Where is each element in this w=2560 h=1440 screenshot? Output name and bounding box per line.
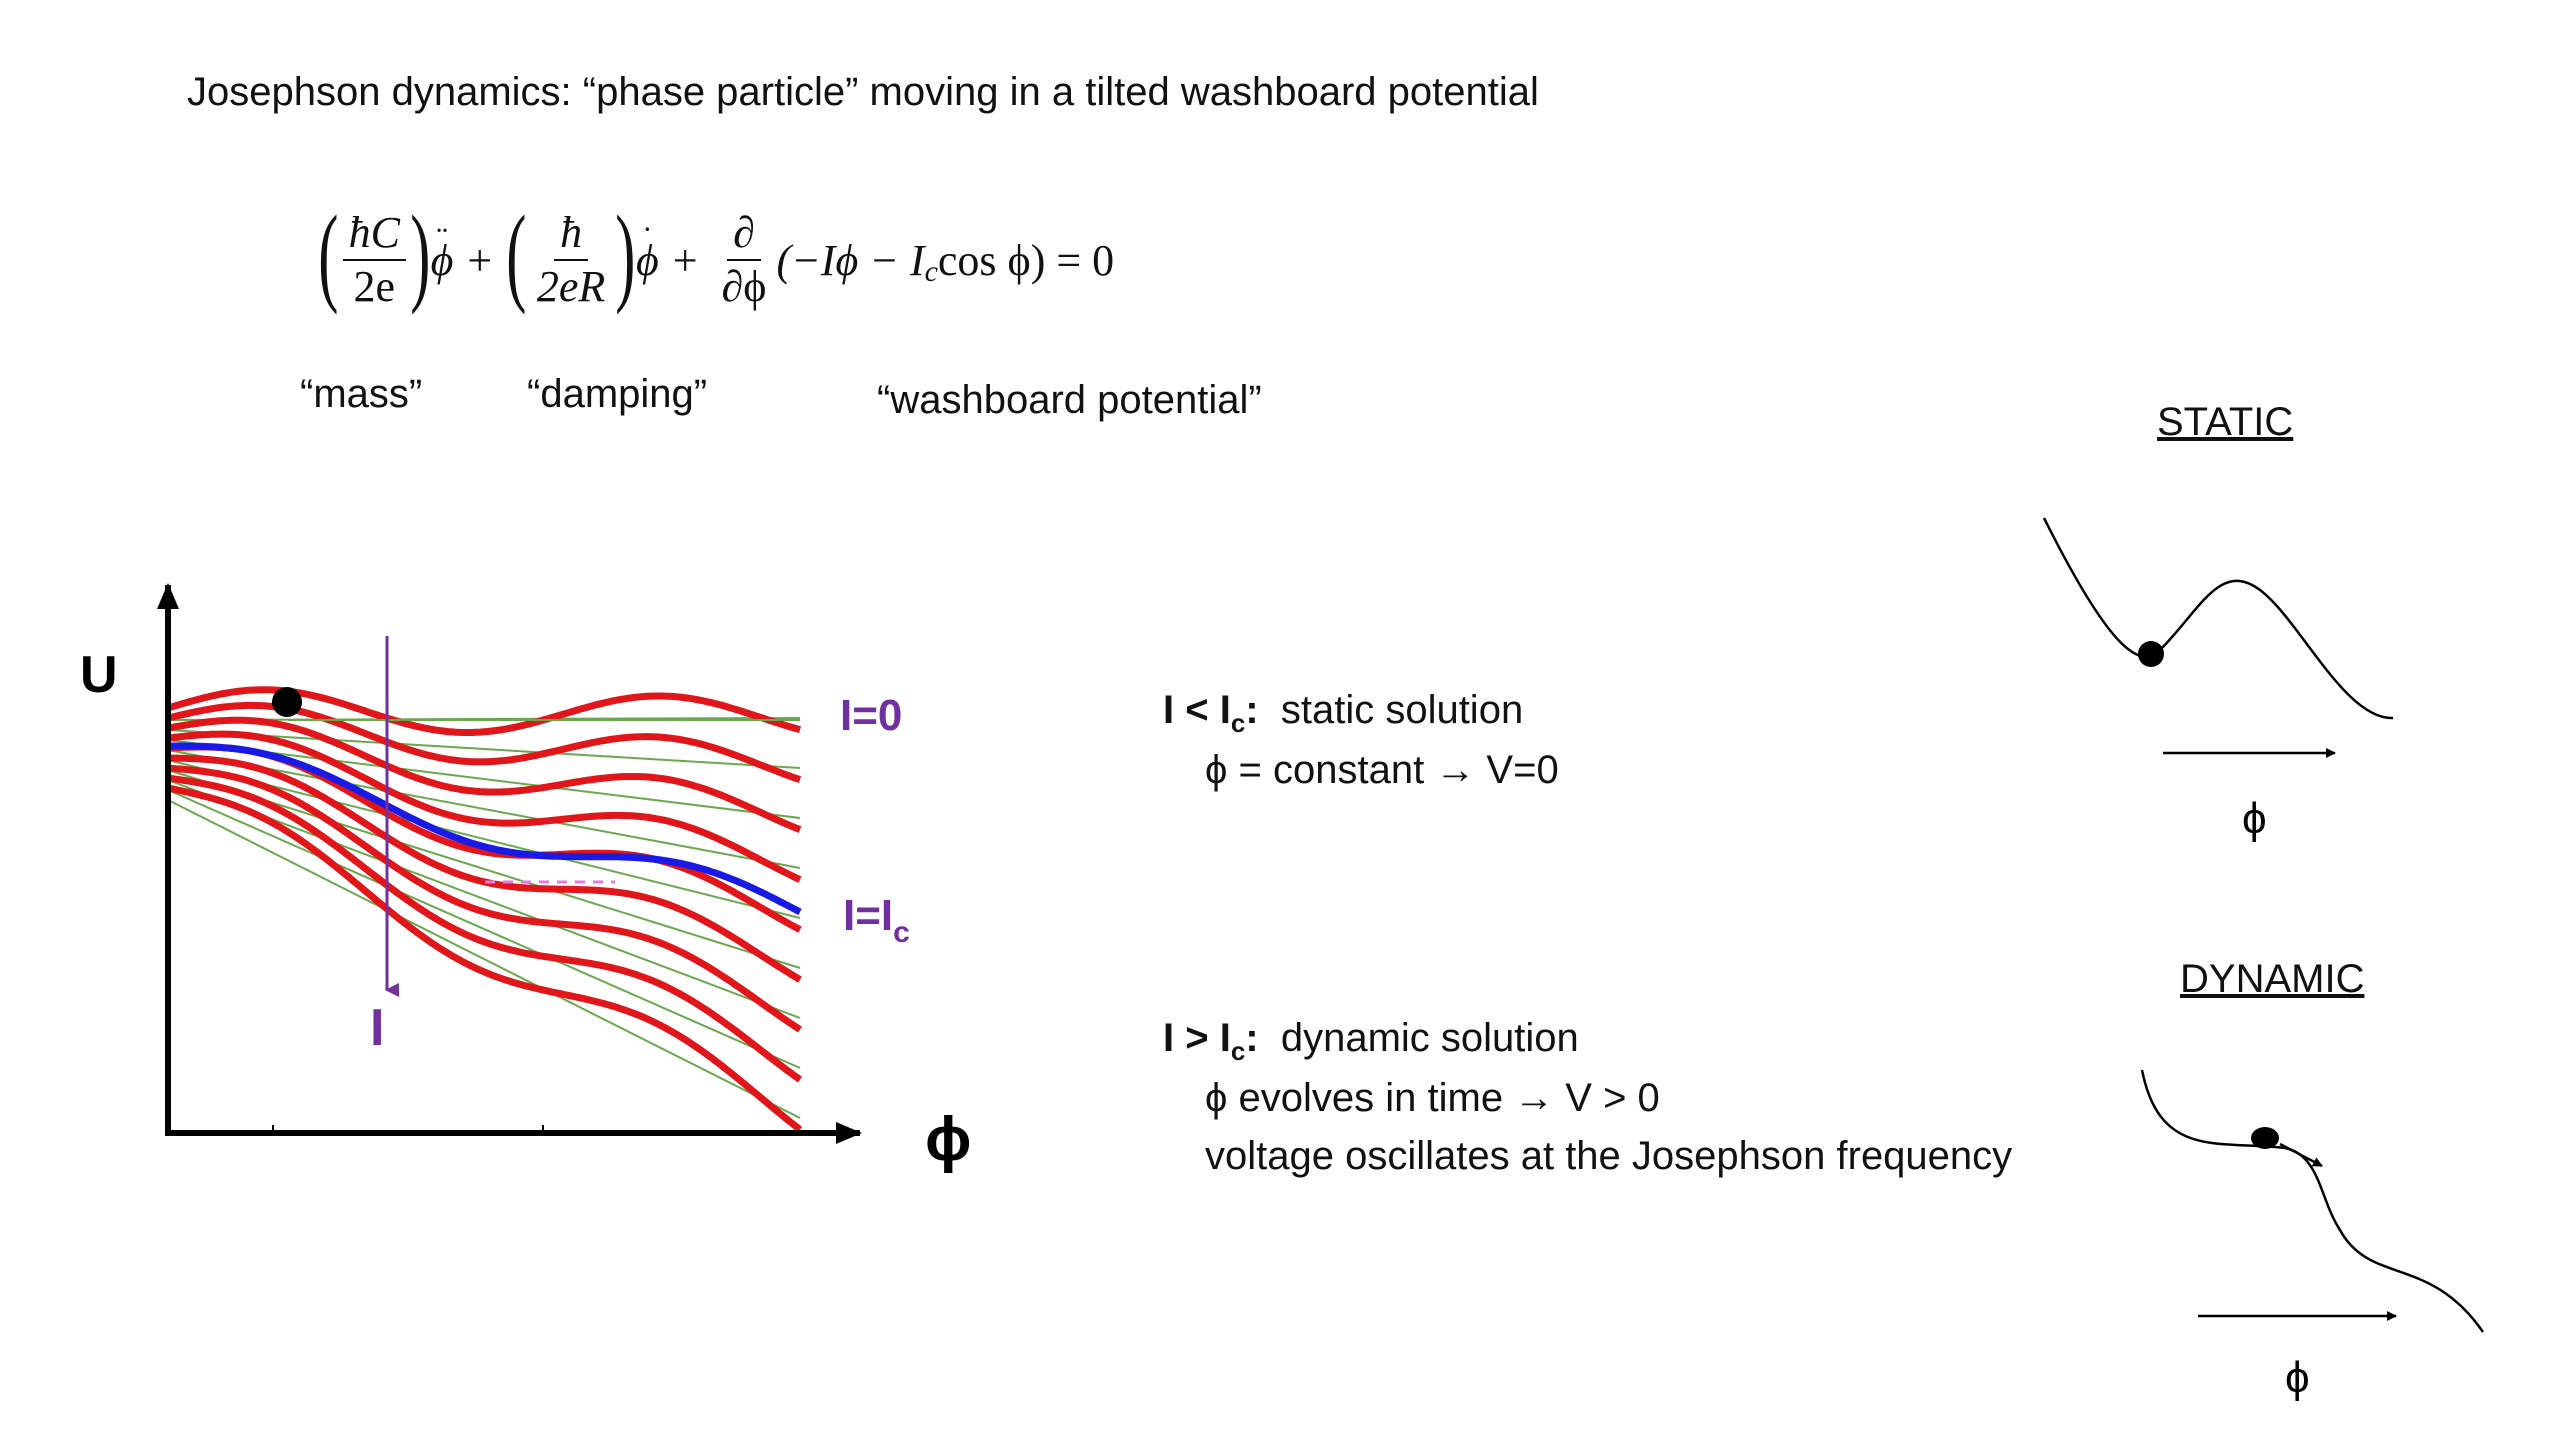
slide-title: Josephson dynamics: “phase particle” mov…: [187, 70, 1539, 114]
washboard-curve: [167, 764, 802, 1033]
dynamic-potential-curve: [2140, 1069, 2485, 1333]
current-label: I: [370, 999, 384, 1057]
dynamic-phi-label: ϕ: [2285, 1353, 2310, 1402]
tilt-line: [167, 789, 801, 1069]
washboard-label: “washboard potential”: [877, 378, 1262, 422]
dynamic-motion-arrow: [2279, 1142, 2323, 1168]
washboard-curves: [166, 686, 803, 1133]
mass-fraction: ħC 2e: [342, 208, 406, 312]
mass-label: “mass”: [300, 372, 423, 416]
partial-fraction: ∂ ∂ϕ: [721, 207, 767, 311]
static-phi-label: ϕ: [2242, 794, 2267, 843]
static-potential-curve: [2042, 517, 2394, 720]
dynamic-phi-evolves: ϕ evolves in time → V > 0: [1205, 1076, 1660, 1120]
i0-label: I=0: [840, 691, 902, 740]
static-particle: [2138, 641, 2164, 667]
washboard-curve: [166, 686, 801, 736]
tilt-line: [167, 799, 801, 1119]
washboard-curve: [167, 784, 803, 1133]
critical-curve: [168, 742, 802, 916]
ic-label: I=Ic: [843, 891, 910, 949]
washboard-curve: [167, 774, 803, 1083]
dynamic-title: DYNAMIC: [2180, 957, 2365, 1001]
static-title: STATIC: [2157, 400, 2294, 444]
static-phi-constant: ϕ = constant → V=0: [1205, 748, 1559, 792]
washboard-curve: [167, 730, 802, 883]
washboard-curve: [167, 754, 802, 983]
equation: ( ħC 2e ) ϕ ¨ + ( ħ 2eR ) ϕ ˙ + ∂ ∂ϕ (−Iϕ …: [318, 193, 1115, 315]
dynamic-particle: [2251, 1127, 2279, 1149]
damping-fraction: ħ 2eR: [536, 207, 606, 311]
dynamic-josephson-frequency: voltage oscillates at the Josephson freq…: [1205, 1134, 2013, 1178]
x-axis-label: ϕ: [925, 1105, 971, 1174]
damping-label: “damping”: [527, 372, 708, 416]
y-axis-label: U: [80, 646, 118, 704]
phase-particle: [272, 687, 302, 717]
tilt-line: [167, 729, 801, 769]
static-condition: I < Ic: static solution: [1163, 688, 1524, 738]
washboard-curve: [167, 716, 802, 833]
dynamic-condition: I > Ic: dynamic solution: [1163, 1016, 1579, 1066]
